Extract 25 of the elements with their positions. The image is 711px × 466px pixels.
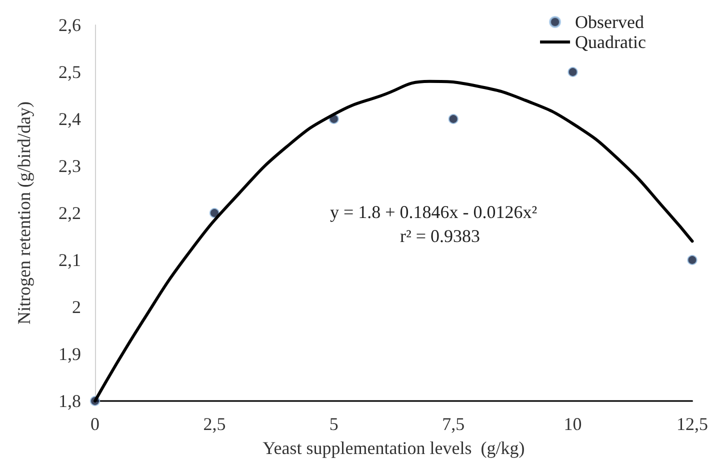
y-tick-label: 2,1: [58, 250, 81, 270]
x-axis-title: Yeast supplementation levels (g/kg): [262, 438, 525, 458]
annotation: r² = 0.9383: [400, 226, 480, 246]
y-tick-label: 1,8: [58, 391, 81, 411]
y-tick-label: 1,9: [58, 344, 81, 364]
point: [687, 254, 698, 266]
y-tick-label: 2,6: [58, 15, 81, 35]
y-tick-label: 2,3: [58, 156, 81, 176]
y-tick-label: 2,2: [58, 203, 81, 223]
x-tick-label: 10: [564, 414, 582, 434]
y-tick-label: 2: [72, 297, 81, 317]
x-tick-label: 0: [90, 414, 100, 434]
point: [448, 114, 458, 124]
point: [568, 66, 578, 78]
legend-label: Observed: [575, 12, 644, 32]
x-tick-label: 12,5: [676, 414, 708, 434]
x-tick-label: 5: [329, 414, 338, 434]
x-tick-label: 7,5: [442, 414, 465, 434]
y-tick-label: 2,5: [58, 62, 81, 82]
legend-label: Quadratic: [575, 32, 646, 52]
y-tick-label: 2,4: [58, 109, 81, 129]
y-axis-title: Nitrogen retention (g/bird/day): [14, 102, 34, 324]
point: [209, 208, 220, 218]
annotation: y = 1.8 + 0.1846x - 0.0126x²: [330, 202, 538, 222]
x-tick-label: 2,5: [203, 414, 226, 434]
